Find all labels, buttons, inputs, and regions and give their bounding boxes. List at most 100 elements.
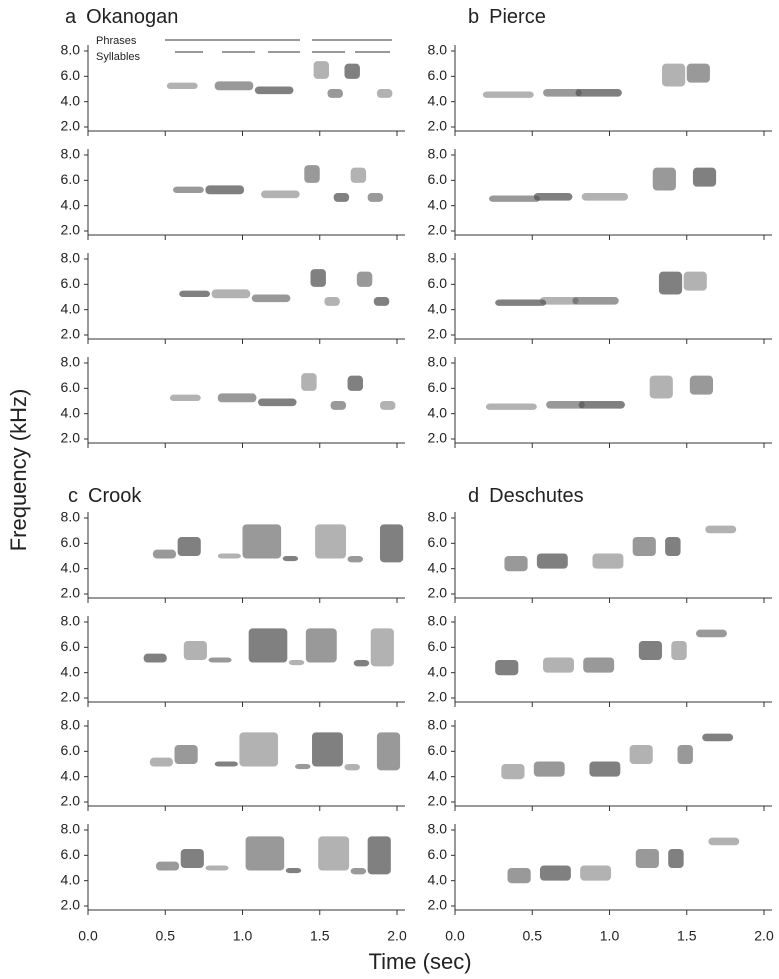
spectrogram-syllable [373,297,390,306]
y-tick-label: 2.0 [61,118,81,134]
y-tick-label: 8.0 [61,42,81,58]
spectrogram-syllable [539,297,579,305]
spectrogram-syllable [251,294,291,303]
y-tick-label: 8.0 [61,717,81,733]
spectrogram-syllable [705,525,737,534]
spectrogram-syllable [214,81,254,91]
y-tick-label: 6.0 [428,379,448,395]
spectrogram-syllable [245,836,285,871]
y-tick-label: 6.0 [428,638,448,654]
spectrogram-syllable [261,190,300,199]
spectrogram-syllable [638,641,663,660]
spectrogram-syllable [692,167,717,187]
spectrogram-syllable [589,761,621,777]
panel-letter: d [468,485,479,507]
spectrogram-syllable [172,186,204,193]
x-tick-label: 0.5 [523,928,543,944]
y-tick-label: 8.0 [61,821,81,837]
y-tick-label: 4.0 [61,767,81,783]
spectrogram-syllable [179,290,211,297]
spectrogram-syllable [208,657,232,663]
spectrogram-syllable [536,553,568,569]
y-tick-label: 8.0 [428,146,448,162]
y-tick-label: 2.0 [61,430,81,446]
spectrogram-syllable [166,82,198,89]
x-tick-label: 0.0 [445,928,465,944]
y-tick-label: 8.0 [61,146,81,162]
y-tick-label: 8.0 [61,509,81,525]
x-tick-label: 0.0 [78,928,98,944]
spectrogram-syllable [592,553,624,569]
spectrogram-syllable [318,836,350,871]
x-tick-label: 1.5 [677,928,697,944]
y-tick-label: 4.0 [428,196,448,212]
spectrogram-syllable [183,641,207,660]
x-axis-label: Time (sec) [368,949,471,974]
spectrogram-syllable [485,403,537,410]
spectrogram-syllable [652,167,676,191]
x-tick-label: 2.0 [754,928,774,944]
y-tick-label: 4.0 [428,767,448,783]
y-tick-label: 4.0 [61,300,81,316]
y-tick-label: 6.0 [61,742,81,758]
spectrogram-syllable [677,745,693,764]
spectrogram-syllable [533,193,573,201]
panel-name: Deschutes [489,485,584,507]
y-tick-label: 6.0 [61,638,81,654]
spectrogram-syllable [350,167,367,183]
y-tick-label: 8.0 [61,613,81,629]
panel-title: b Pierce [468,6,546,28]
spectrogram-syllable [632,537,656,556]
y-tick-label: 4.0 [428,663,448,679]
spectrogram-syllable [214,761,238,767]
y-tick-label: 8.0 [61,354,81,370]
spectrogram-syllable [313,61,330,79]
spectrogram-syllable [578,401,625,409]
spectrogram-syllable [205,865,229,871]
spectrogram-syllable [347,375,364,391]
spectrogram-syllable [324,297,340,306]
spectrogram-syllable [686,63,710,83]
spectrogram-syllable [495,299,547,306]
spectrogram-syllable [658,271,683,295]
spectrogram-syllable [580,865,612,881]
spectrogram-syllable [583,657,615,673]
y-axis-label: Frequency (kHz) [6,389,31,552]
spectrogram-syllable [295,764,311,770]
y-tick-label: 4.0 [428,300,448,316]
spectrogram-syllable [367,836,391,875]
x-tick-label: 1.0 [233,928,253,944]
spectrogram-syllable [217,553,241,559]
spectrogram-syllable [683,271,707,291]
spectrogram-syllable [488,195,540,202]
y-tick-label: 8.0 [428,821,448,837]
panel-title: d Deschutes [468,485,584,507]
x-tick-label: 0.5 [156,928,176,944]
spectrogram-syllable [665,537,681,556]
y-tick-label: 6.0 [61,846,81,862]
spectrogram-syllable [662,63,686,87]
y-tick-label: 2.0 [61,689,81,705]
annotation: Syllables [96,51,141,63]
spectrogram-syllable [143,653,167,663]
spectrogram-syllable [575,89,622,97]
panel-title: c Crook [68,485,142,507]
x-tick-label: 1.0 [600,928,620,944]
spectrogram-syllable [333,193,350,202]
spectrogram-syllable [315,524,347,559]
y-tick-label: 8.0 [428,717,448,733]
y-tick-label: 4.0 [61,871,81,887]
spectrogram-syllable [671,641,687,660]
y-tick-label: 4.0 [428,871,448,887]
annotation: Phrases [96,35,137,47]
spectrogram-syllable [482,91,534,98]
spectrogram-syllable [242,524,282,559]
y-tick-label: 8.0 [428,42,448,58]
spectrogram-syllable [543,657,574,673]
panel-letter: a [65,6,77,28]
spectrogram-syllable [327,89,343,98]
spectrogram-syllable [254,86,294,95]
y-tick-label: 6.0 [428,742,448,758]
spectrogram-syllable [205,185,245,195]
y-tick-label: 6.0 [428,171,448,187]
